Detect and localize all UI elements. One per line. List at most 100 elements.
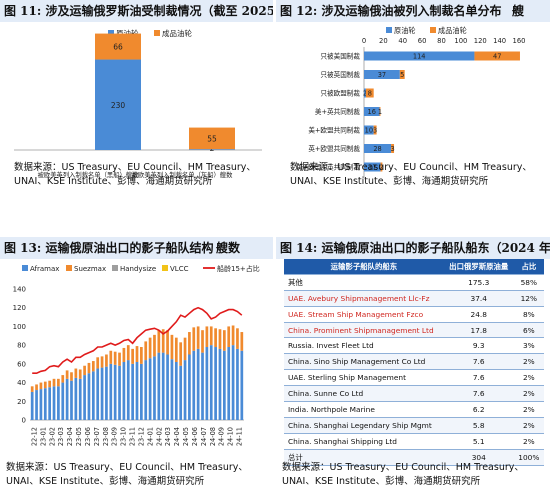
- y-tick-label: 美+欧盟共同制裁: [308, 126, 360, 135]
- y-tick-label: 0: [22, 417, 26, 425]
- x-tick-label: 100: [454, 37, 467, 45]
- table-row: China. Prominent Shipmanagement Ltd 17.8 6…: [284, 322, 544, 339]
- header-owner: 运输影子船队的船东: [284, 259, 444, 275]
- fig12-chart: 原油轮 成品油轮 0 20 40 60 80 100 120 140 160 只被美国制裁 114 47 只…: [296, 26, 525, 178]
- bar-原油轮: [364, 125, 374, 135]
- bar-Aframax: [148, 358, 152, 420]
- bar-Suezmax: [196, 326, 200, 349]
- x-tick-label: 被欧美英列入制裁名单（灰船）艘数: [132, 170, 233, 179]
- bar-成品油轮: [391, 144, 395, 153]
- bar-Aframax: [183, 360, 187, 420]
- table-row: China. Sino Ship Management Co Ltd 7.6 2%: [284, 353, 544, 371]
- bar-成品油轮: [373, 125, 377, 135]
- bar-Aframax: [65, 378, 69, 420]
- legend-swatch: [430, 27, 436, 33]
- bar-Suezmax: [43, 381, 47, 389]
- bar-Suezmax: [30, 386, 34, 392]
- fig14-table: 运输影子船队的船东 出口俄罗斯原油量 占比 其他 175.3 58% UAE. Ave…: [284, 259, 544, 466]
- bar-成品油轮: [380, 162, 383, 172]
- bar-Aframax: [196, 348, 200, 420]
- fig12-unit: 艘: [512, 4, 525, 18]
- fig13-title-bar: 图 13: 运输俄原油出口的影子船队结构 艘数: [0, 237, 273, 259]
- y-tick-label: 只被欧盟制裁: [320, 89, 360, 98]
- bar-Suezmax: [227, 326, 231, 348]
- y-tick-label: 120: [13, 304, 26, 312]
- legend-swatch: [108, 30, 114, 36]
- bar-Aframax: [157, 352, 161, 420]
- legend-swatch: [154, 30, 160, 36]
- bar-Aframax: [52, 386, 56, 420]
- owner-cell: China. Shanghai Legendary Ship Mgmt: [284, 417, 444, 434]
- data-label: 28: [373, 145, 381, 153]
- line-series: [32, 306, 243, 374]
- x-tick-label: 24-08: [209, 427, 217, 446]
- legend-label: 成品油轮: [438, 26, 467, 35]
- bar-Aframax: [74, 377, 78, 420]
- bar-Suezmax: [113, 351, 117, 365]
- bar-Aframax: [161, 352, 165, 420]
- x-tick-label: 23-04: [66, 427, 74, 446]
- share-cell: 100%: [513, 449, 544, 466]
- x-tick-label: 40: [398, 37, 407, 45]
- bar-Aframax: [48, 387, 52, 420]
- bar-Suezmax: [118, 352, 121, 366]
- bar-Suezmax: [78, 369, 82, 379]
- volume-cell: 5.1: [443, 433, 514, 450]
- x-tick-label: 23-01: [39, 427, 47, 446]
- fig13-source: 数据来源：US Treasury、EU Council、HM Treasury、…: [6, 462, 248, 487]
- bar-Aframax: [131, 363, 134, 420]
- volume-cell: 5.8: [443, 417, 514, 434]
- share-cell: 6%: [513, 322, 544, 339]
- legend-label: VLCC: [170, 265, 189, 273]
- bar-Aframax: [118, 365, 121, 420]
- x-tick-label: 24-02: [155, 427, 163, 446]
- bar-Suezmax: [135, 346, 139, 362]
- bar-Suezmax: [74, 368, 78, 378]
- table-row: 总计 304 100%: [284, 449, 544, 466]
- volume-cell: 7.6: [443, 353, 514, 371]
- bar-Suezmax: [122, 347, 126, 362]
- share-cell: 12%: [513, 290, 544, 307]
- bar-Aframax: [140, 363, 143, 420]
- table-row: UAE. Stream Ship Management Fzco 24.8 8%: [284, 306, 544, 323]
- fig13-title: 图 13: 运输俄原油出口的影子船队结构: [4, 241, 214, 255]
- header-volume: 出口俄罗斯原油量: [443, 259, 514, 275]
- bar-Aframax: [170, 359, 174, 420]
- y-tick-label: 40: [17, 379, 26, 387]
- bar-Aframax: [201, 352, 204, 420]
- data-label: 230: [111, 101, 126, 110]
- bar-Suezmax: [231, 325, 235, 346]
- fig11-chart: 原油轮成品油轮23066被欧美英列入制裁名单（黑船）艘数255被欧美英列入制裁名…: [14, 28, 262, 179]
- bar-Suezmax: [174, 337, 178, 362]
- fig12-source: 数据来源：US Treasury、EU Council、HM Treasury、…: [290, 162, 532, 187]
- fig14-panel: 图 14: 运输俄原油出口的影子船队船东（2024 年） 运输影子船队的船东 出…: [276, 237, 550, 492]
- bar-Aframax: [30, 391, 34, 420]
- bar-Aframax: [87, 373, 91, 420]
- bar-Suezmax: [48, 380, 52, 388]
- bar-原油轮: [364, 88, 366, 98]
- bar-Suezmax: [188, 332, 191, 355]
- bar-Aframax: [166, 354, 169, 420]
- bar-Suezmax: [61, 375, 65, 383]
- bar-Suezmax: [157, 330, 161, 353]
- bar-Aframax: [188, 354, 191, 420]
- bar-成品油轮: [365, 88, 374, 98]
- bar-Suezmax: [205, 326, 209, 348]
- x-tick-label: 24-11: [236, 427, 244, 446]
- bar-Aframax: [153, 356, 156, 420]
- x-tick-label: 23-08: [102, 427, 110, 446]
- bar-Aframax: [179, 365, 183, 420]
- bar-Suezmax: [39, 382, 43, 390]
- table-row: China. Shanghai Shipping Ltd 5.1 2%: [284, 433, 544, 450]
- bar-原油轮: [364, 144, 392, 153]
- bar-原油轮: [189, 149, 235, 150]
- volume-cell: 7.6: [443, 369, 514, 387]
- bar-Suezmax: [109, 350, 113, 364]
- bar-Suezmax: [83, 365, 86, 376]
- data-label: 8: [368, 90, 372, 98]
- volume-cell: 304: [443, 449, 514, 466]
- legend-swatch: [22, 265, 28, 271]
- legend-swatch: [66, 265, 72, 271]
- x-tick-label: 23-10: [120, 427, 128, 446]
- x-tick-label: 23-03: [57, 427, 65, 446]
